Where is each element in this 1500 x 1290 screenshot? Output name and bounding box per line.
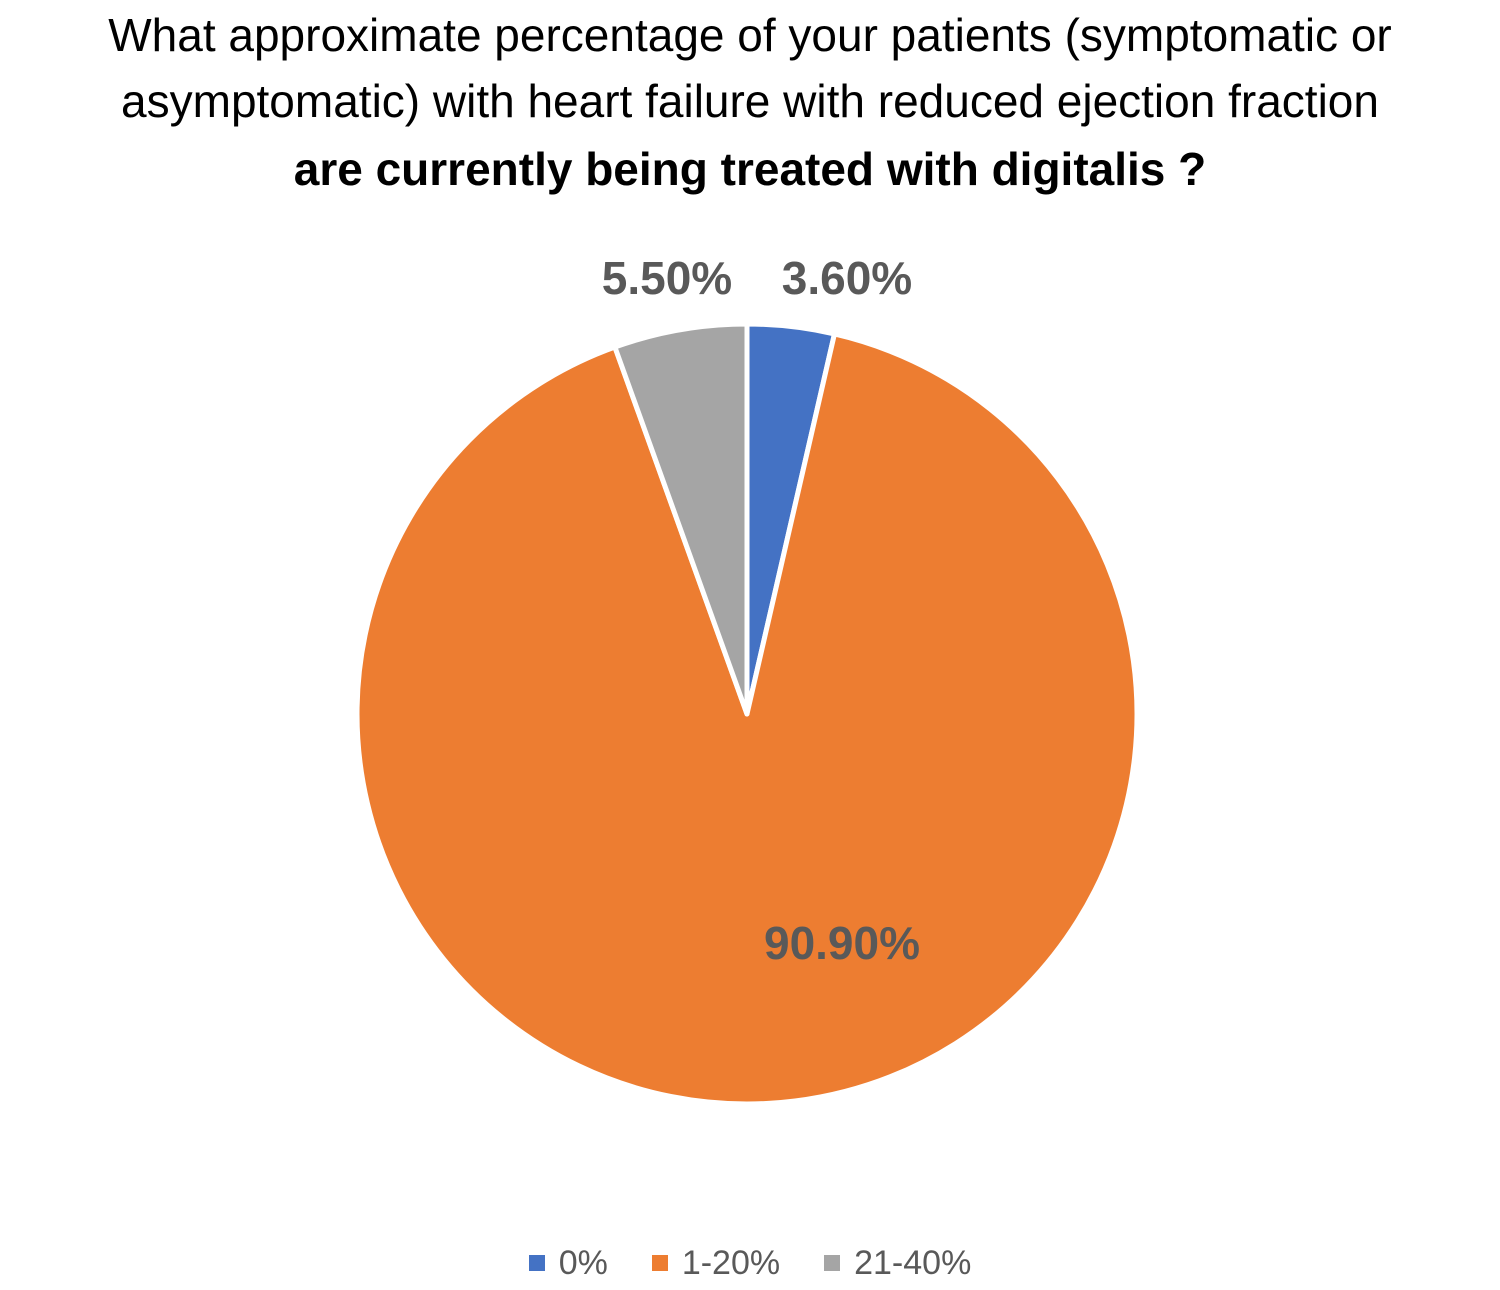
legend-label-0: 0% bbox=[558, 1243, 608, 1282]
legend-swatch-0 bbox=[528, 1255, 545, 1271]
chart-title-line-2: asymptomatic) with heart failure with re… bbox=[121, 75, 1379, 127]
chart-legend: 0% 1-20% 21-40% bbox=[0, 1238, 1500, 1288]
legend-label-2: 21-40% bbox=[854, 1243, 972, 1282]
legend-item-2: 21-40% bbox=[824, 1244, 971, 1283]
data-label-1: 90.90% bbox=[764, 917, 920, 969]
data-label-0: 3.60% bbox=[782, 252, 912, 304]
legend-swatch-2 bbox=[824, 1255, 841, 1271]
legend-item-0: 0% bbox=[528, 1243, 608, 1283]
data-label-2: 5.50% bbox=[602, 252, 732, 304]
legend-item-1: 1-20% bbox=[651, 1243, 781, 1283]
chart-title-line-1: What approximate percentage of your pati… bbox=[108, 9, 1392, 61]
chart-title-line-3: are currently being treated with digital… bbox=[293, 143, 1207, 195]
legend-swatch-1 bbox=[651, 1255, 668, 1271]
pie-slice-21-40 bbox=[612, 321, 750, 717]
pie-slice-1-20 bbox=[354, 331, 1140, 1107]
legend-label-1: 1-20% bbox=[681, 1243, 781, 1282]
